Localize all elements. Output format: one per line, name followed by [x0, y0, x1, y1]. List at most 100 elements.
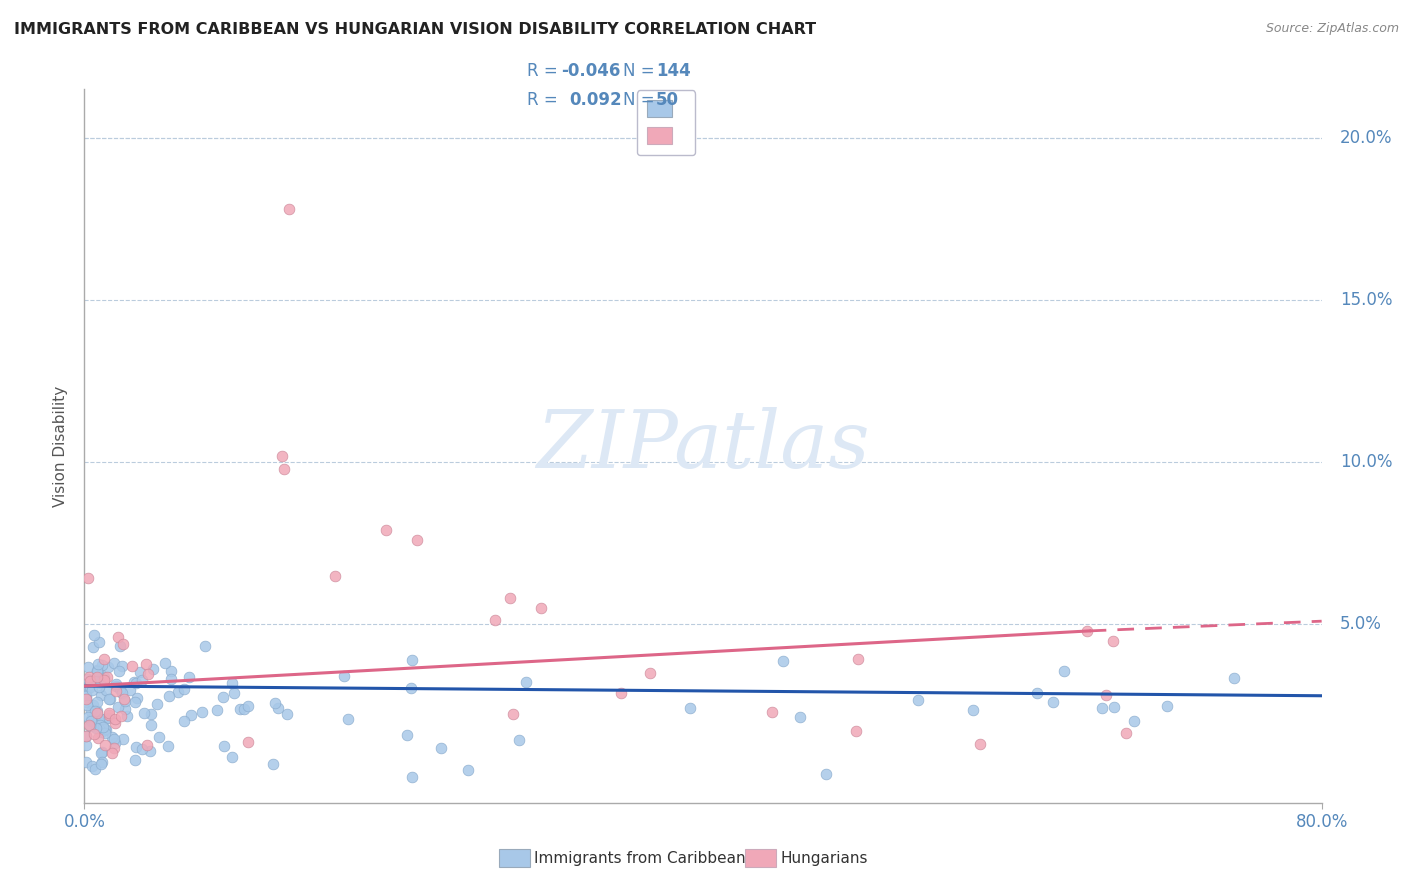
Point — [86, 704, 108, 718]
Point — [83, 715, 105, 730]
Point — [166, 685, 188, 699]
Point — [789, 710, 811, 724]
Point — [111, 686, 134, 700]
Point — [160, 672, 183, 686]
Point — [110, 709, 132, 723]
Text: 0.092: 0.092 — [569, 91, 621, 109]
Point — [90, 725, 112, 739]
Point — [79, 670, 101, 684]
Point — [484, 613, 506, 627]
Point — [77, 660, 100, 674]
Point — [264, 696, 287, 710]
Point — [105, 680, 128, 694]
Point — [1156, 698, 1178, 713]
Point — [93, 652, 115, 666]
Point — [104, 712, 127, 726]
Point — [236, 735, 259, 749]
Point — [77, 709, 100, 723]
Point — [82, 698, 104, 712]
Point — [97, 660, 120, 674]
Point — [173, 714, 195, 728]
Point — [111, 659, 134, 673]
Point — [101, 730, 124, 744]
Point — [89, 676, 111, 690]
Point — [86, 706, 108, 721]
Point — [111, 637, 134, 651]
Point — [84, 762, 107, 776]
Point — [91, 722, 114, 736]
Point — [502, 707, 524, 722]
Text: ZIPatlas: ZIPatlas — [536, 408, 870, 484]
Point — [90, 658, 112, 673]
Point — [374, 524, 398, 538]
Point — [89, 680, 111, 694]
Point — [86, 664, 108, 678]
Point — [90, 712, 112, 726]
Text: IMMIGRANTS FROM CARIBBEAN VS HUNGARIAN VISION DISABILITY CORRELATION CHART: IMMIGRANTS FROM CARIBBEAN VS HUNGARIAN V… — [14, 22, 817, 37]
Point — [139, 718, 162, 732]
Point — [115, 709, 138, 723]
Point — [80, 682, 103, 697]
Point — [94, 713, 117, 727]
Point — [221, 749, 243, 764]
Point — [76, 571, 98, 585]
Point — [276, 706, 298, 721]
Point — [124, 694, 146, 708]
Point — [107, 665, 129, 679]
Text: 5.0%: 5.0% — [1340, 615, 1382, 633]
Text: R =: R = — [527, 62, 564, 80]
Point — [638, 665, 661, 680]
Point — [236, 699, 259, 714]
Point — [131, 742, 153, 756]
Point — [90, 746, 112, 760]
Point — [75, 689, 97, 703]
Point — [401, 770, 423, 784]
Point — [94, 739, 117, 753]
Point — [83, 673, 105, 688]
Point — [814, 766, 837, 780]
Point — [80, 758, 103, 772]
Point — [1102, 633, 1125, 648]
Point — [84, 722, 107, 736]
Point — [107, 699, 129, 714]
Point — [529, 601, 551, 615]
Point — [94, 722, 117, 736]
Point — [122, 674, 145, 689]
Point — [267, 701, 290, 715]
Point — [89, 722, 111, 736]
Point — [103, 656, 125, 670]
Point — [134, 706, 156, 720]
Text: N =: N = — [623, 91, 659, 109]
Point — [609, 686, 631, 700]
Point — [125, 691, 148, 706]
Point — [104, 715, 127, 730]
Point — [90, 757, 112, 772]
Point — [772, 654, 794, 668]
Point — [273, 461, 295, 475]
Point — [1026, 686, 1049, 700]
Point — [429, 740, 451, 755]
Point — [846, 652, 869, 666]
Point — [1095, 688, 1118, 702]
Point — [91, 720, 114, 734]
Point — [80, 704, 103, 718]
Point — [962, 703, 984, 717]
Point — [75, 738, 97, 752]
Point — [79, 719, 101, 733]
Point — [108, 639, 131, 653]
Point — [91, 756, 114, 770]
Point — [98, 707, 121, 722]
Point — [212, 739, 235, 753]
Point — [136, 667, 159, 681]
Point — [76, 729, 98, 743]
Point — [83, 704, 105, 718]
Point — [229, 701, 252, 715]
Point — [75, 729, 97, 743]
Text: 15.0%: 15.0% — [1340, 291, 1393, 309]
Point — [277, 202, 299, 217]
Point — [156, 739, 179, 753]
Text: Immigrants from Caribbean: Immigrants from Caribbean — [534, 851, 747, 865]
Point — [160, 664, 183, 678]
Point — [108, 681, 131, 696]
Point — [128, 665, 150, 679]
